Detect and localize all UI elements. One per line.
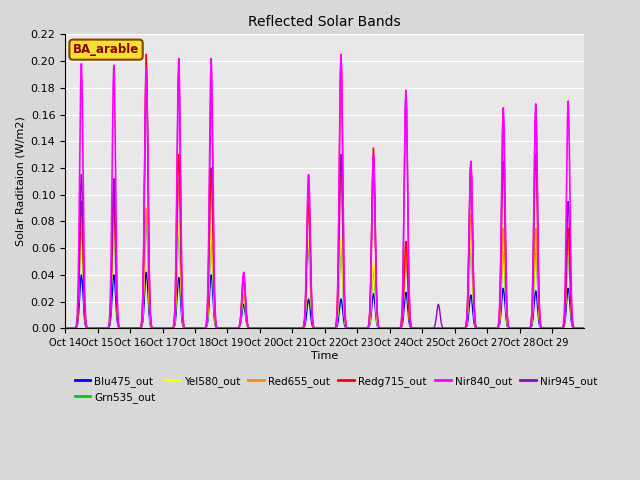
Blu475_out <box>143 269 150 275</box>
Nir840_out <box>61 325 69 331</box>
Blu475_out <box>379 325 387 331</box>
Redg715_out <box>244 323 252 328</box>
Blu475_out <box>264 325 272 331</box>
Red655_out <box>256 325 264 331</box>
Blu475_out <box>218 325 226 331</box>
Blu475_out <box>244 324 252 330</box>
Red655_out <box>122 325 130 331</box>
Yel580_out <box>408 325 416 331</box>
Grn535_out <box>256 325 264 331</box>
Grn535_out <box>143 216 150 222</box>
Line: Blu475_out: Blu475_out <box>65 272 584 328</box>
Yel580_out <box>264 325 272 331</box>
Redg715_out <box>379 325 387 331</box>
Nir945_out <box>122 325 130 331</box>
Grn535_out <box>379 325 387 331</box>
Grn535_out <box>218 325 226 331</box>
Redg715_out <box>408 325 416 331</box>
Yel580_out <box>379 325 387 331</box>
Grn535_out <box>61 325 69 331</box>
Yel580_out <box>143 203 150 208</box>
Redg715_out <box>143 51 150 57</box>
Line: Nir945_out: Nir945_out <box>65 71 584 328</box>
Nir945_out <box>244 323 252 328</box>
Nir840_out <box>580 325 588 331</box>
Red655_out <box>580 325 588 331</box>
Nir945_out <box>61 325 69 331</box>
Nir945_out <box>379 325 387 331</box>
Nir840_out <box>256 325 264 331</box>
Redg715_out <box>61 325 69 331</box>
Nir840_out <box>122 325 130 331</box>
Nir945_out <box>218 325 226 331</box>
Yel580_out <box>61 325 69 331</box>
Line: Red655_out: Red655_out <box>65 175 584 328</box>
Nir840_out <box>243 318 251 324</box>
Text: BA_arable: BA_arable <box>73 43 139 56</box>
Redg715_out <box>218 325 226 331</box>
Redg715_out <box>256 325 264 331</box>
Redg715_out <box>264 325 272 331</box>
Nir945_out <box>408 325 416 331</box>
Line: Grn535_out: Grn535_out <box>65 219 584 328</box>
Yel580_out <box>244 324 252 329</box>
Red655_out <box>379 325 387 331</box>
Yel580_out <box>218 325 226 331</box>
Title: Reflected Solar Bands: Reflected Solar Bands <box>248 15 401 29</box>
Grn535_out <box>244 324 252 329</box>
Yel580_out <box>580 325 588 331</box>
Blu475_out <box>256 325 264 331</box>
Legend: Blu475_out, Grn535_out, Yel580_out, Red655_out, Redg715_out, Nir840_out, Nir945_: Blu475_out, Grn535_out, Yel580_out, Red6… <box>70 372 602 407</box>
Nir840_out <box>379 325 387 331</box>
Red655_out <box>264 325 272 331</box>
Line: Nir840_out: Nir840_out <box>65 54 584 328</box>
Nir945_out <box>256 325 264 331</box>
Nir945_out <box>264 325 272 331</box>
Redg715_out <box>122 325 130 331</box>
Line: Yel580_out: Yel580_out <box>65 205 584 328</box>
Red655_out <box>408 325 416 331</box>
Blu475_out <box>61 325 69 331</box>
Yel580_out <box>122 325 130 331</box>
Grn535_out <box>408 325 416 331</box>
Blu475_out <box>580 325 588 331</box>
Blu475_out <box>408 325 416 331</box>
Grn535_out <box>122 325 130 331</box>
Red655_out <box>244 323 252 329</box>
Red655_out <box>207 172 215 178</box>
Red655_out <box>218 325 226 331</box>
X-axis label: Time: Time <box>311 351 339 361</box>
Yel580_out <box>256 325 264 331</box>
Nir945_out <box>175 68 182 73</box>
Redg715_out <box>580 325 588 331</box>
Y-axis label: Solar Raditaion (W/m2): Solar Raditaion (W/m2) <box>15 117 25 246</box>
Nir840_out <box>264 325 271 331</box>
Nir945_out <box>580 325 588 331</box>
Nir840_out <box>337 51 345 57</box>
Red655_out <box>61 325 69 331</box>
Line: Redg715_out: Redg715_out <box>65 54 584 328</box>
Nir840_out <box>218 325 225 331</box>
Nir840_out <box>408 325 416 331</box>
Grn535_out <box>264 325 272 331</box>
Blu475_out <box>122 325 130 331</box>
Grn535_out <box>580 325 588 331</box>
